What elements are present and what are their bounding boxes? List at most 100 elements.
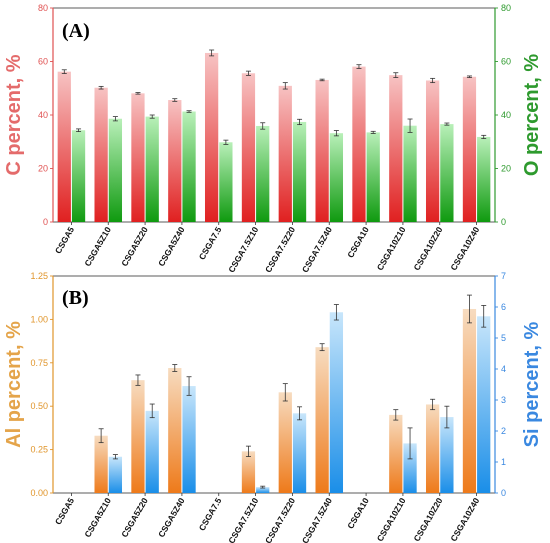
- y-right-tick-label: 5: [501, 333, 506, 343]
- category-label: CSGA5Z20: [119, 496, 150, 539]
- error-bar: [370, 130, 376, 134]
- category-label: CSGA10Z40: [448, 496, 481, 543]
- y-left-tick-label: 20: [38, 164, 48, 174]
- bar-left-CSGA10Z20: [425, 404, 440, 493]
- error-bar: [319, 343, 325, 352]
- category-label: CSGA7.5Z20: [263, 496, 297, 543]
- error-bar: [297, 406, 303, 421]
- error-bar: [186, 110, 192, 113]
- y-left-tick-label: 80: [38, 3, 48, 13]
- bar-right-CSGA7.5Z20: [292, 413, 307, 493]
- bar-right-CSGA10Z40: [477, 136, 491, 222]
- bar-right-CSGA7.5Z10: [256, 487, 270, 493]
- y-right-tick-label: 20: [501, 164, 511, 174]
- bar-left-CSGA5Z20: [131, 380, 145, 493]
- bar-left-CSGA10Z10: [389, 414, 403, 493]
- panel-label: (A): [62, 20, 90, 42]
- bar-left-CSGA7.5Z20: [278, 392, 292, 493]
- bar-left-CSGA7.5Z40: [315, 347, 329, 493]
- y-right-tick-label: 6: [501, 302, 506, 312]
- bar-right-CSGA5Z40: [182, 111, 196, 222]
- y-left-tick-label: 0.25: [30, 445, 48, 455]
- bar-right-CSGA5Z20: [145, 410, 159, 493]
- category-label: CSGA5Z10: [82, 225, 113, 268]
- error-bar: [282, 383, 288, 402]
- error-bar: [112, 454, 118, 460]
- bar-right-CSGA7.5Z40: [329, 312, 344, 493]
- error-bar: [444, 405, 450, 429]
- y-left-axis-title: C percent, %: [3, 54, 25, 175]
- error-bar: [76, 128, 82, 132]
- category-label: CSGA5Z40: [156, 496, 187, 539]
- error-bar: [223, 139, 229, 145]
- category-label: CSGA5Z40: [156, 225, 187, 268]
- bar-left-CSGA7.5Z20: [278, 85, 292, 222]
- bar-left-CSGA5Z40: [168, 368, 182, 493]
- category-label: CSGA7.5Z20: [263, 225, 297, 274]
- category-label: CSGA10: [345, 496, 371, 531]
- bar-right-CSGA10Z10: [403, 125, 417, 222]
- error-bar: [186, 376, 192, 396]
- y-right-tick-label: 0: [501, 217, 506, 227]
- y-right-tick-label: 40: [501, 110, 511, 120]
- error-bar: [209, 49, 215, 57]
- error-bar: [466, 75, 472, 78]
- category-label: CSGA7.5Z10: [226, 496, 260, 543]
- y-right-tick-label: 3: [501, 395, 506, 405]
- category-label: CSGA10Z10: [375, 225, 408, 272]
- error-bar: [112, 116, 118, 122]
- y-left-axis-title: Al percent, %: [3, 321, 25, 448]
- bar-left-CSGA5Z20: [131, 93, 145, 223]
- error-bar: [149, 114, 155, 119]
- bar-left-CSGA10Z40: [462, 308, 477, 493]
- bar-left-CSGA5Z10: [94, 435, 108, 493]
- error-bar: [430, 398, 436, 411]
- category-label: CSGA10: [345, 225, 371, 260]
- bar-left-CSGA10: [352, 66, 366, 223]
- error-bar: [356, 64, 362, 69]
- y-right-tick-label: 7: [501, 271, 506, 281]
- y-left-tick-label: 40: [38, 110, 48, 120]
- y-left-tick-label: 1.25: [30, 271, 48, 281]
- bar-right-CSGA7.5Z40: [329, 133, 344, 222]
- y-right-tick-label: 80: [501, 3, 511, 13]
- bar-right-CSGA5Z10: [108, 118, 123, 222]
- bar-right-CSGA7.5Z10: [256, 125, 270, 222]
- error-bar: [135, 92, 141, 95]
- error-bar: [407, 427, 413, 460]
- bar-right-CSGA10Z20: [440, 417, 454, 493]
- bar-right-CSGA10Z20: [440, 124, 454, 222]
- category-label: CSGA7.5Z10: [226, 225, 260, 274]
- error-bar: [260, 485, 266, 489]
- bar-left-CSGA5Z10: [94, 87, 108, 222]
- bar-left-CSGA7.5Z10: [241, 73, 256, 223]
- y-left-tick-label: 0.00: [30, 488, 48, 498]
- bar-right-CSGA10Z40: [477, 316, 491, 493]
- error-bar: [407, 118, 413, 133]
- y-right-tick-label: 1: [501, 457, 506, 467]
- bar-right-CSGA5Z40: [182, 386, 196, 493]
- error-bar: [98, 428, 104, 444]
- bar-left-CSGA10Z20: [425, 80, 440, 223]
- category-label: CSGA7.5: [197, 225, 224, 262]
- error-bar: [430, 77, 436, 84]
- error-bar: [172, 364, 178, 372]
- error-bar: [297, 118, 303, 126]
- error-bar: [61, 69, 67, 74]
- bar-right-CSGA10: [366, 132, 380, 222]
- error-bar: [172, 98, 178, 102]
- y-right-axis-title: Si percent, %: [521, 321, 543, 447]
- error-bar: [393, 409, 399, 421]
- bar-left-CSGA10Z40: [462, 76, 477, 222]
- y-left-tick-label: 0: [43, 217, 48, 227]
- category-label: CSGA5Z20: [119, 225, 150, 268]
- bar-right-CSGA10Z10: [403, 443, 417, 493]
- bar-left-CSGA10Z10: [389, 75, 403, 222]
- y-right-tick-label: 2: [501, 426, 506, 436]
- category-label: CSGA7.5Z40: [300, 225, 334, 274]
- bar-right-CSGA5Z20: [145, 116, 159, 222]
- category-label: CSGA5: [53, 225, 76, 256]
- y-right-tick-label: 60: [501, 57, 511, 67]
- category-label: CSGA7.5: [197, 496, 224, 533]
